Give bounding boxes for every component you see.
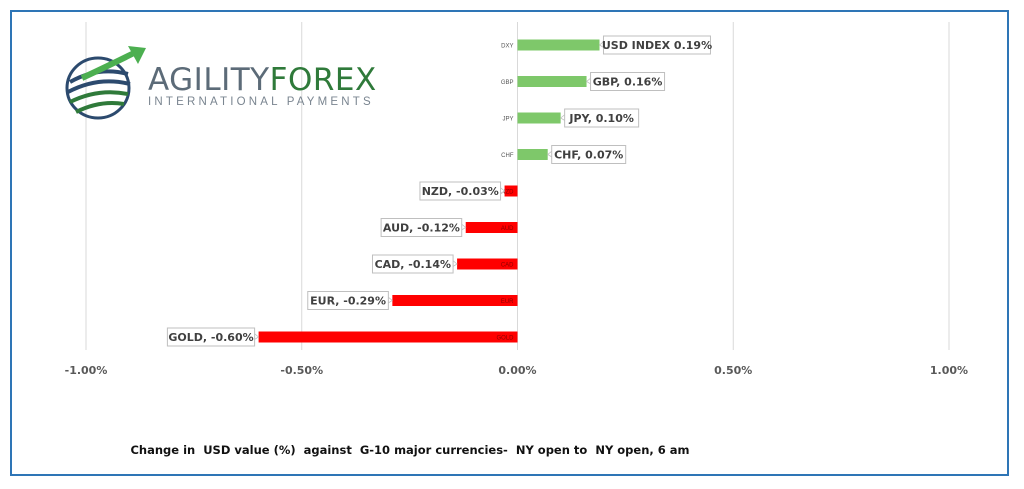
data-label-box xyxy=(371,254,454,274)
data-label: NZD, -0.03% xyxy=(422,185,499,198)
data-label: AUD, -0.12% xyxy=(383,222,460,235)
agility-forex-logo: AGILITYFOREX INTERNATIONAL PAYMENTS xyxy=(62,44,376,124)
data-label-box xyxy=(602,35,711,55)
data-label: EUR, -0.29% xyxy=(310,295,386,308)
data-label-box xyxy=(307,291,389,310)
data-label-box xyxy=(590,72,666,91)
data-label-box xyxy=(166,327,256,347)
bar xyxy=(457,258,518,270)
category-label: DXY xyxy=(501,44,513,50)
data-label-box xyxy=(551,145,627,164)
bar xyxy=(392,295,518,306)
category-label: GOLD xyxy=(496,336,514,342)
x-tick-label: -1.00% xyxy=(65,364,108,377)
bar xyxy=(517,112,561,124)
category-label: JPY xyxy=(502,117,513,123)
x-tick-label: 1.00% xyxy=(930,364,968,377)
logo-wordmark: AGILITYFOREX xyxy=(148,62,377,98)
data-label: GBP, 0.16% xyxy=(593,76,663,89)
logo-word-agility: AGILITY xyxy=(148,62,270,98)
data-label-box xyxy=(419,181,502,201)
data-label-box xyxy=(564,108,640,128)
data-label: JPY, 0.10% xyxy=(568,112,633,125)
bar xyxy=(258,331,518,343)
category-label: CHF xyxy=(501,153,514,159)
data-label-box xyxy=(380,218,463,237)
globe-arrow-icon xyxy=(65,46,146,120)
logo-tagline: INTERNATIONAL PAYMENTS xyxy=(148,96,374,108)
data-label: CHF, 0.07% xyxy=(554,149,623,162)
data-label: CAD, -0.14% xyxy=(375,258,451,271)
bar xyxy=(517,149,548,160)
logo-word-forex: FOREX xyxy=(269,62,377,98)
bar xyxy=(504,185,518,197)
chart-frame xyxy=(10,10,1009,476)
x-tick-label: -0.50% xyxy=(280,364,323,377)
category-label: GBP xyxy=(501,80,514,86)
data-label: USD INDEX 0.19% xyxy=(602,39,712,52)
data-label: GOLD, -0.60% xyxy=(168,331,253,344)
category-label: AUD xyxy=(501,226,514,232)
chart-caption: Change in USD value (%) against G-10 maj… xyxy=(130,443,690,457)
bar xyxy=(465,222,518,233)
x-tick-label: 0.50% xyxy=(714,364,752,377)
bar xyxy=(517,76,587,87)
category-label: CAD xyxy=(501,263,514,269)
x-tick-label: 0.00% xyxy=(498,364,536,377)
bar xyxy=(517,39,600,51)
category-label: NZD xyxy=(501,190,514,196)
category-label: EUR xyxy=(501,299,514,305)
